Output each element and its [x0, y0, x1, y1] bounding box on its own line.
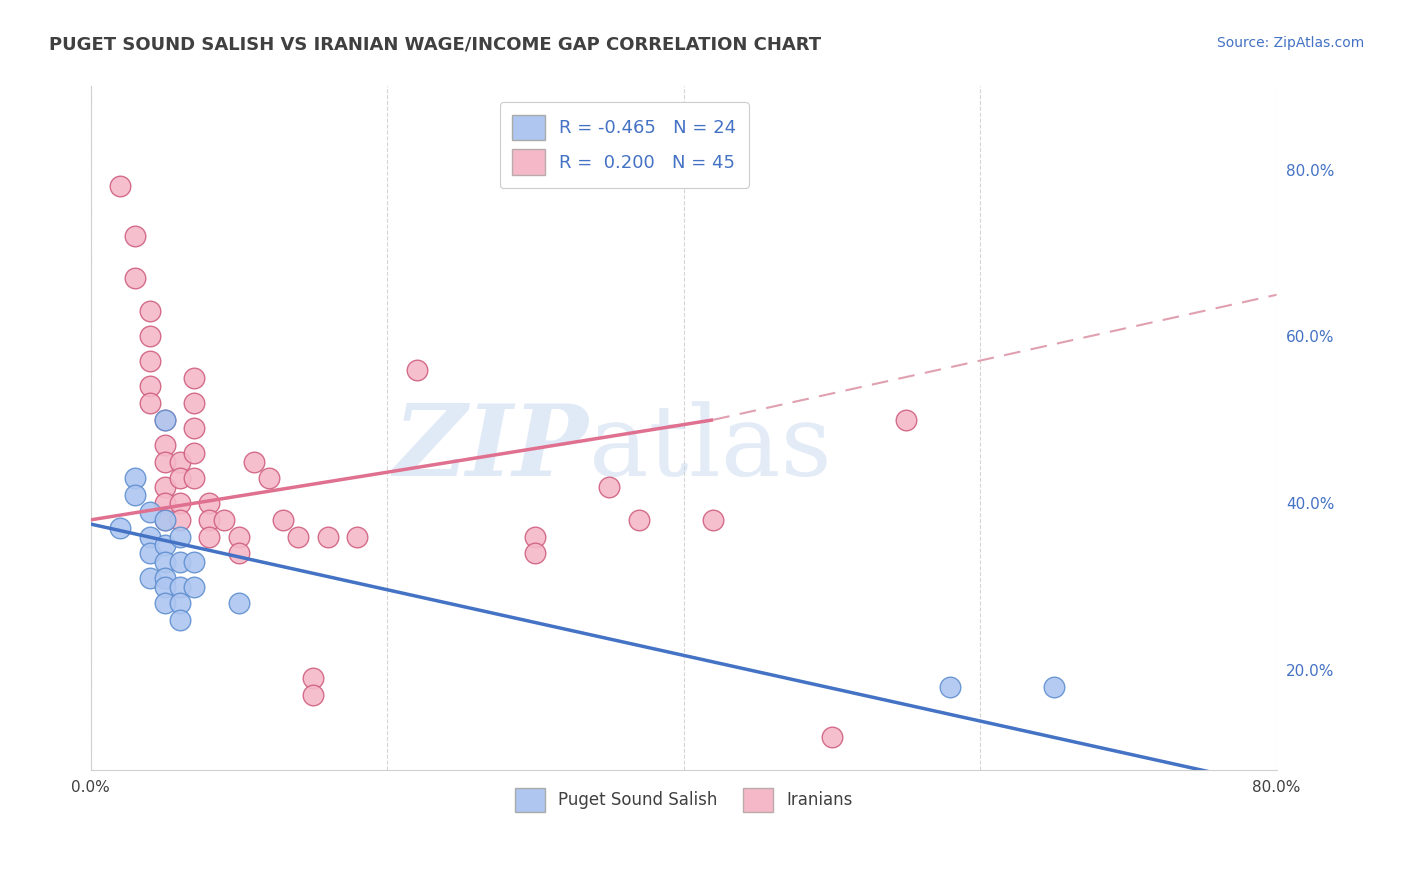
- Point: [153, 580, 176, 594]
- Point: [183, 580, 205, 594]
- Point: [139, 571, 162, 585]
- Point: [139, 530, 162, 544]
- Point: [302, 671, 325, 685]
- Point: [702, 513, 724, 527]
- Point: [894, 413, 917, 427]
- Point: [139, 504, 162, 518]
- Point: [124, 488, 146, 502]
- Point: [524, 530, 547, 544]
- Text: Source: ZipAtlas.com: Source: ZipAtlas.com: [1216, 36, 1364, 50]
- Legend: Puget Sound Salish, Iranians: Puget Sound Salish, Iranians: [503, 776, 863, 823]
- Point: [139, 379, 162, 393]
- Point: [169, 471, 191, 485]
- Text: atlas: atlas: [589, 401, 831, 497]
- Point: [198, 513, 221, 527]
- Point: [1043, 680, 1066, 694]
- Point: [139, 304, 162, 318]
- Point: [273, 513, 295, 527]
- Point: [153, 596, 176, 610]
- Point: [169, 496, 191, 510]
- Point: [228, 596, 250, 610]
- Point: [598, 479, 620, 493]
- Point: [153, 479, 176, 493]
- Text: ZIP: ZIP: [394, 401, 589, 497]
- Point: [346, 530, 368, 544]
- Point: [287, 530, 309, 544]
- Point: [124, 471, 146, 485]
- Point: [939, 680, 962, 694]
- Point: [139, 546, 162, 560]
- Point: [524, 546, 547, 560]
- Point: [169, 555, 191, 569]
- Point: [183, 396, 205, 410]
- Point: [153, 555, 176, 569]
- Point: [198, 530, 221, 544]
- Point: [257, 471, 280, 485]
- Point: [153, 496, 176, 510]
- Point: [153, 513, 176, 527]
- Point: [212, 513, 235, 527]
- Point: [198, 496, 221, 510]
- Point: [228, 546, 250, 560]
- Point: [124, 271, 146, 285]
- Point: [169, 613, 191, 627]
- Point: [153, 413, 176, 427]
- Point: [183, 471, 205, 485]
- Point: [183, 421, 205, 435]
- Point: [124, 229, 146, 244]
- Point: [153, 413, 176, 427]
- Point: [153, 571, 176, 585]
- Point: [821, 730, 844, 744]
- Point: [139, 329, 162, 343]
- Point: [228, 530, 250, 544]
- Point: [153, 513, 176, 527]
- Point: [169, 513, 191, 527]
- Point: [110, 179, 132, 194]
- Point: [110, 521, 132, 535]
- Point: [153, 538, 176, 552]
- Text: PUGET SOUND SALISH VS IRANIAN WAGE/INCOME GAP CORRELATION CHART: PUGET SOUND SALISH VS IRANIAN WAGE/INCOM…: [49, 36, 821, 54]
- Point: [169, 454, 191, 468]
- Point: [139, 396, 162, 410]
- Point: [628, 513, 651, 527]
- Point: [183, 555, 205, 569]
- Point: [169, 580, 191, 594]
- Point: [405, 363, 427, 377]
- Point: [169, 530, 191, 544]
- Point: [169, 596, 191, 610]
- Point: [139, 354, 162, 368]
- Point: [153, 438, 176, 452]
- Point: [183, 446, 205, 460]
- Point: [316, 530, 339, 544]
- Point: [183, 371, 205, 385]
- Point: [302, 688, 325, 702]
- Point: [242, 454, 264, 468]
- Point: [153, 454, 176, 468]
